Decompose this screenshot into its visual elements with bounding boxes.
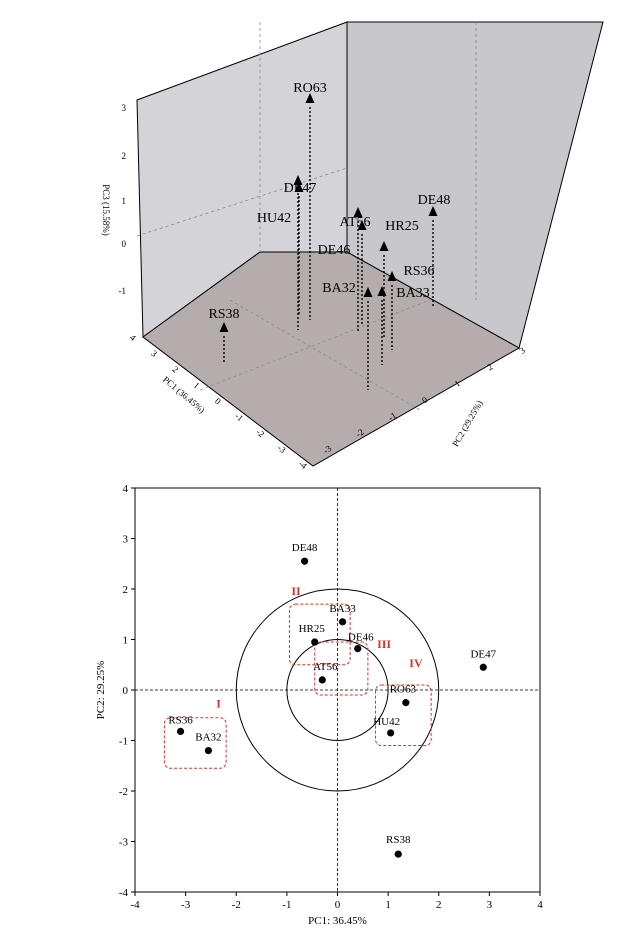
point-label: BA33 — [396, 286, 429, 301]
y-tick-label: 0 — [123, 685, 129, 697]
point-label: BA32 — [195, 732, 221, 744]
x-tick-label: -3 — [181, 899, 191, 911]
reference-circle — [235, 588, 440, 792]
y-tick-label: -4 — [119, 887, 129, 899]
group-box — [288, 603, 351, 666]
y-tick-label: -2 — [119, 786, 128, 798]
point-marker — [428, 206, 438, 216]
wall-grid-line — [136, 167, 348, 237]
pc1-tick-label: 2 — [170, 364, 180, 375]
group-label: IV — [409, 656, 423, 670]
group-box — [374, 684, 432, 747]
pc2-tick-label: 0 — [420, 394, 430, 405]
y-tick-label: -1 — [119, 736, 128, 748]
point-label: DE47 — [470, 648, 496, 660]
pc2-tick-label: 1 — [453, 378, 462, 389]
wall-grid-line — [229, 299, 421, 411]
pc2-tick-label: -2 — [354, 427, 366, 439]
point-marker — [311, 638, 319, 646]
group-box — [314, 641, 369, 696]
pc1-tick-label: 1 — [192, 380, 202, 391]
pc2-tick-label: -1 — [386, 410, 398, 422]
point-marker — [363, 287, 373, 297]
point-marker — [338, 618, 347, 626]
point-label: AT56 — [313, 661, 338, 673]
point-label: DE46 — [348, 632, 374, 644]
y-axis-label: PC2: 29.25% — [95, 661, 107, 720]
y-tick-label: 3 — [123, 534, 129, 546]
point-marker — [479, 663, 487, 671]
pc1-tick-label: 3 — [149, 348, 159, 359]
pc2-tick-label: 2 — [485, 362, 494, 373]
point-marker — [204, 747, 213, 755]
point-marker — [294, 182, 304, 192]
pc3-tick-label: 0 — [122, 239, 127, 249]
point-marker — [219, 322, 229, 332]
point-marker — [377, 286, 387, 296]
point-marker — [394, 850, 402, 858]
pca-2d-biplot: -4 -3 -2 -1 0 1 2 3 4 -4 -3 -2 -1 0 1 2 3 4 PC1: 36.45% PC2… — [95, 483, 543, 927]
point-marker — [176, 727, 185, 736]
point-label: HR25 — [299, 623, 326, 635]
x-tick-label: 0 — [335, 899, 341, 911]
point-marker — [402, 699, 410, 707]
point-label: RS36 — [403, 264, 434, 279]
point-marker — [305, 93, 315, 103]
x-tick-label: 2 — [436, 899, 442, 911]
y-tick-label: 1 — [123, 635, 129, 647]
point-marker — [353, 207, 363, 217]
point-label: HU42 — [373, 716, 400, 728]
point-marker — [387, 729, 395, 737]
point-marker — [379, 241, 389, 251]
pc2-tick-label: 3 — [518, 345, 528, 356]
x-tick-label: -4 — [130, 899, 140, 911]
pc3-axis-label: PC3 (15.58%) — [101, 184, 111, 236]
group-label: II — [291, 584, 301, 598]
pc2-axis-label: PC2 (29.25%) — [450, 399, 484, 449]
point-marker — [300, 557, 309, 565]
point-label: HR25 — [385, 219, 418, 234]
point-label: DE46 — [318, 243, 351, 258]
pc3-tick-label: 3 — [122, 103, 127, 113]
point-marker — [357, 220, 367, 230]
point-marker — [387, 271, 397, 281]
x-tick-label: 1 — [385, 899, 391, 911]
y-tick-label: 4 — [123, 483, 129, 495]
x-tick-label: 4 — [537, 899, 543, 911]
point-label: RO63 — [390, 684, 417, 696]
point-marker — [318, 676, 326, 684]
point-marker — [354, 644, 362, 653]
pc3-tick-label: 1 — [122, 196, 127, 206]
pc1-tick-label: -4 — [297, 458, 310, 470]
point-label: BA32 — [322, 281, 355, 296]
x-tick-label: -2 — [232, 899, 241, 911]
point-label: RS38 — [208, 307, 239, 322]
x-tick-label: 3 — [487, 899, 493, 911]
pc1-tick-label: 4 — [128, 332, 138, 343]
x-axis-label: PC1: 36.45% — [308, 915, 367, 927]
y-tick-label: -3 — [119, 837, 129, 849]
point-label: RS38 — [386, 834, 411, 846]
point-label: HU42 — [257, 211, 291, 226]
point-label: DE48 — [418, 193, 451, 208]
y-tick-label: 2 — [123, 584, 129, 596]
group-box — [163, 717, 227, 769]
pc3-tick-label: 2 — [122, 151, 127, 161]
group-label: I — [216, 697, 221, 711]
x-tick-label: -1 — [282, 899, 291, 911]
pc3-tick-label: -1 — [119, 286, 127, 296]
group-label: III — [377, 637, 391, 651]
point-label: RO63 — [293, 81, 326, 96]
point-label: AT56 — [339, 215, 370, 230]
reference-circle — [286, 639, 389, 741]
pc1-tick-label: 0 — [213, 396, 223, 407]
point-label: BA33 — [329, 603, 356, 615]
point-marker — [293, 175, 303, 185]
point-label: RS36 — [168, 714, 193, 726]
point-label: DE48 — [292, 542, 318, 554]
